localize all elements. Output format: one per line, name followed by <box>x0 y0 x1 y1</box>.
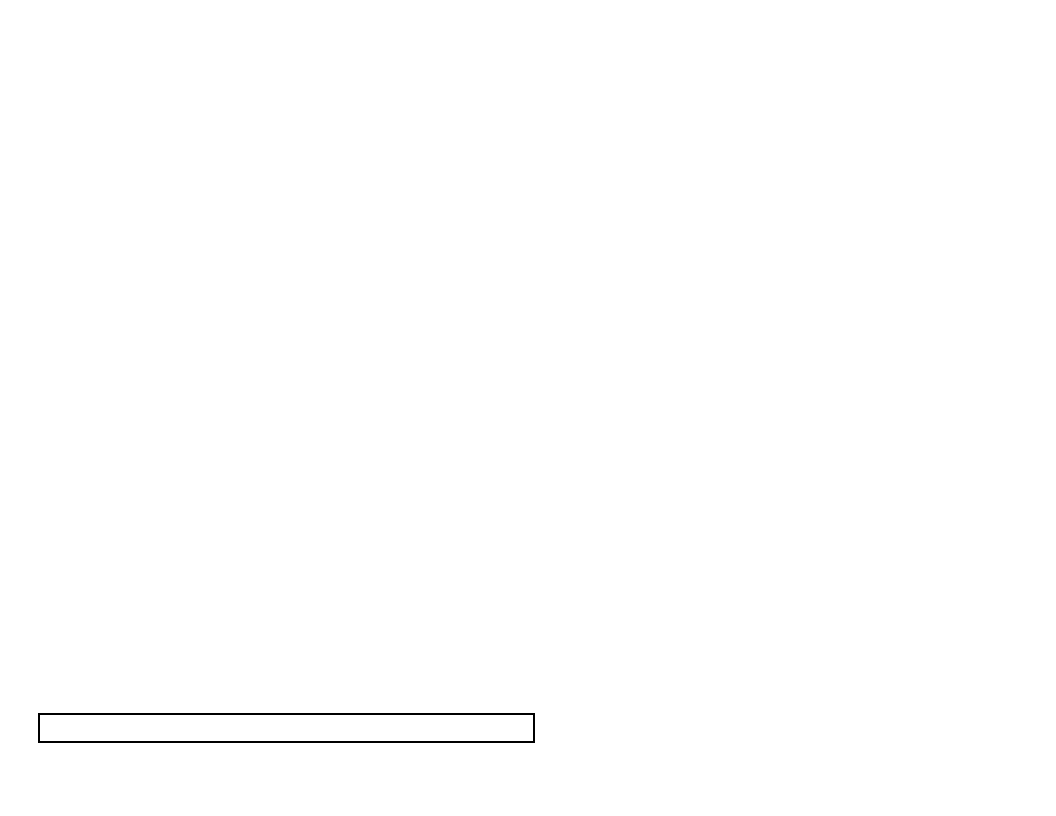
colorbar-gradient <box>40 715 533 741</box>
precipitation-colorbar <box>38 713 535 743</box>
